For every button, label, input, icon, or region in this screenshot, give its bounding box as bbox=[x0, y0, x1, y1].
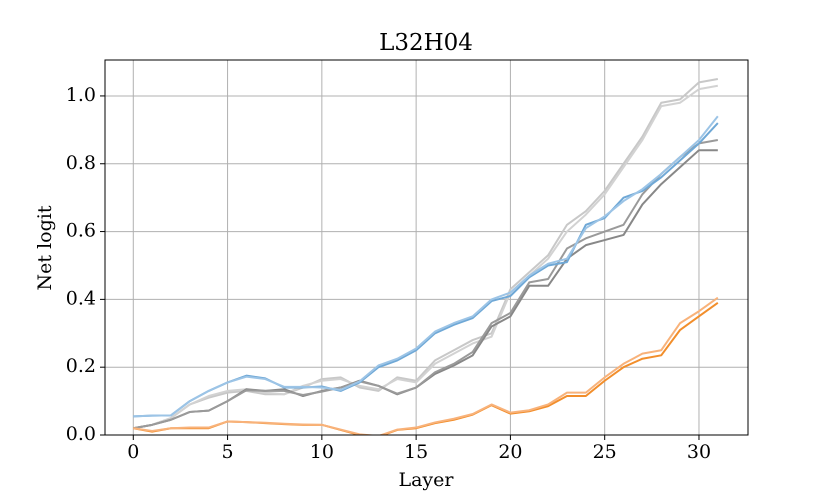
x-tick-label: 25 bbox=[593, 441, 617, 463]
x-tick-label: 0 bbox=[127, 441, 139, 463]
y-tick-label: 0.6 bbox=[66, 220, 96, 242]
plot-frame bbox=[104, 59, 749, 436]
y-axis-label: Net logit bbox=[34, 205, 56, 290]
x-tick-label: 5 bbox=[222, 441, 234, 463]
x-tick-label: 15 bbox=[404, 441, 428, 463]
series-line bbox=[133, 78, 719, 430]
series-line bbox=[133, 296, 719, 435]
x-axis-label: Layer bbox=[398, 469, 454, 491]
x-tick-label: 20 bbox=[498, 441, 522, 463]
grid bbox=[105, 60, 748, 436]
chart-title: L32H04 bbox=[379, 30, 473, 56]
series-line bbox=[133, 139, 719, 430]
x-tick-label: 10 bbox=[310, 441, 334, 463]
y-tick-label: 0.8 bbox=[66, 152, 96, 174]
y-tick-label: 0.0 bbox=[66, 423, 96, 445]
plot-lines bbox=[133, 78, 719, 435]
x-tick-label: 30 bbox=[687, 441, 711, 463]
y-tick-label: 0.4 bbox=[66, 287, 96, 309]
series-line bbox=[133, 115, 719, 418]
series-line bbox=[133, 84, 719, 430]
y-tick-label: 0.2 bbox=[66, 355, 96, 377]
y-tick-label: 1.0 bbox=[66, 84, 96, 106]
series-line bbox=[133, 149, 718, 430]
